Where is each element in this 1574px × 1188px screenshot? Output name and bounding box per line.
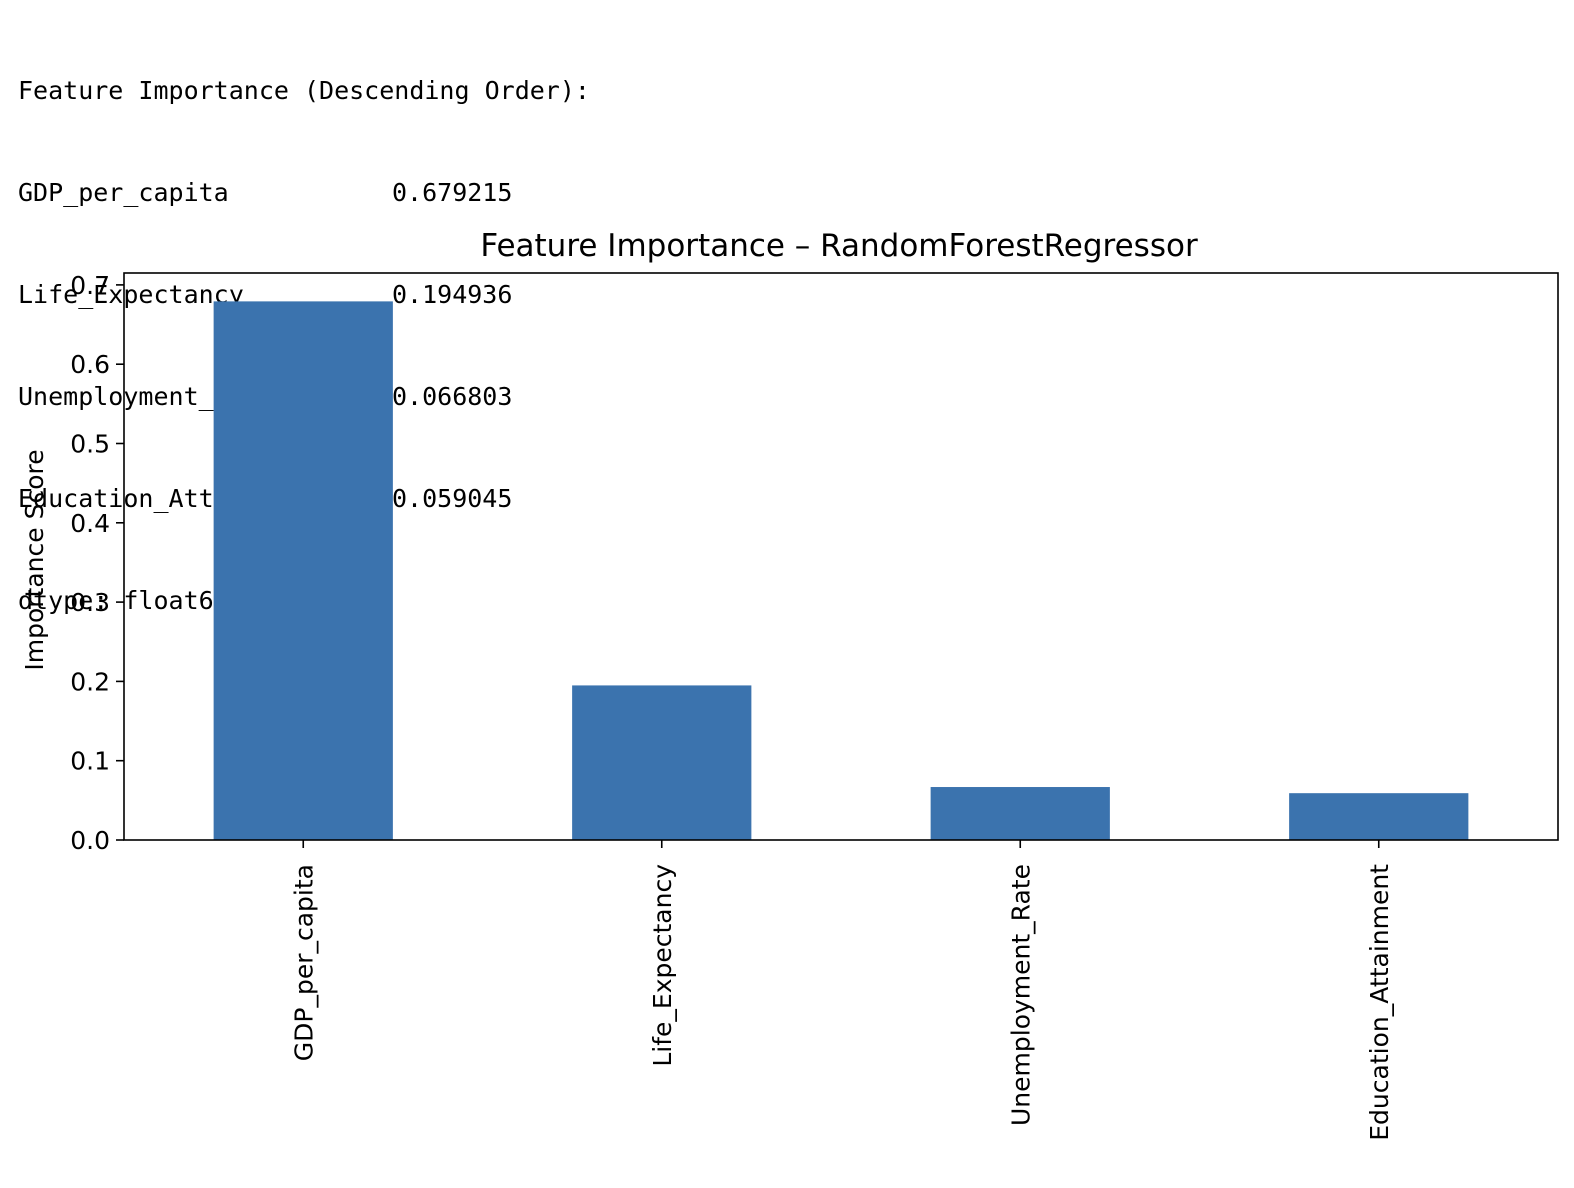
console-output: Feature Importance (Descending Order): G…	[18, 6, 590, 652]
x-tick-label: Unemployment_Rate	[1006, 864, 1035, 1126]
x-tick-label: GDP_per_capita	[289, 864, 318, 1061]
y-axis-label: Importance Score	[20, 449, 49, 670]
plot-frame	[123, 272, 1559, 841]
console-row: GDP_per_capita 0.679215	[18, 176, 590, 210]
y-tick-label: 0.0	[70, 826, 110, 855]
y-tick-label: 0.3	[70, 588, 110, 617]
console-value: 0.194936	[392, 280, 513, 309]
bar	[1289, 793, 1469, 840]
console-feature: GDP_per_capita	[18, 178, 229, 207]
chart-title: Feature Importance – RandomForestRegress…	[480, 228, 1198, 264]
bar	[930, 787, 1110, 840]
y-ticks-group: 0.0 0.1 0.2 0.3 0.4 0.5 0.6 0.7	[70, 271, 124, 855]
console-value: 0.066803	[392, 382, 513, 411]
y-tick-label: 0.5	[70, 429, 110, 458]
y-tick-label: 0.2	[70, 667, 110, 696]
x-tick-label: Life_Expectancy	[648, 864, 677, 1067]
y-tick-label: 0.4	[70, 509, 110, 538]
console-header: Feature Importance (Descending Order):	[18, 76, 590, 105]
console-row: Life_Expectancy 0.194936	[18, 278, 590, 312]
x-tick-label: Education_Attainment	[1365, 864, 1394, 1141]
console-value: 0.059045	[392, 484, 513, 513]
y-tick-label: 0.7	[70, 271, 110, 300]
bars-group	[213, 301, 1469, 840]
console-value: 0.679215	[392, 178, 513, 207]
bar	[572, 685, 752, 840]
x-ticks-group: GDP_per_capita Life_Expectancy Unemploymen…	[289, 840, 1394, 1141]
bar	[213, 301, 393, 840]
console-dtype: dtype: float64	[18, 586, 229, 615]
y-tick-label: 0.6	[70, 350, 110, 379]
console-feature: Life_Expectancy	[18, 280, 244, 309]
y-tick-label: 0.1	[70, 747, 110, 776]
